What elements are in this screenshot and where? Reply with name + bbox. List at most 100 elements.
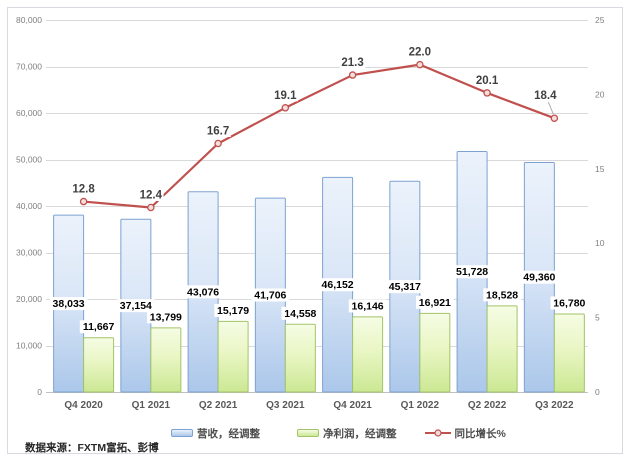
growth-point-label-bg xyxy=(474,73,500,87)
growth-legend-marker xyxy=(433,429,442,437)
growth-point-label-bg xyxy=(205,124,231,138)
revenue-bar-label-bg xyxy=(453,265,491,279)
growth-point-label: 20.1 xyxy=(476,75,499,87)
growth-point-label-bg xyxy=(532,89,559,102)
profit-bar xyxy=(486,305,518,393)
revenue-bar-label-bg xyxy=(117,299,155,313)
right-axis-tick-label: 10 xyxy=(595,238,605,248)
revenue-bar-label: 41,706 xyxy=(254,290,286,302)
left-axis-tick-label: 30,000 xyxy=(16,248,42,258)
profit-bar xyxy=(284,323,316,393)
left-axis-tick-label: 10,000 xyxy=(16,341,42,351)
profit-bar-label-bg xyxy=(147,310,185,324)
legend-item-revenue: 营收，经调整 xyxy=(171,426,260,441)
growth-marker xyxy=(214,139,222,148)
growth-legend-label: 同比增长% xyxy=(454,427,506,440)
profit-bar-label-bg xyxy=(550,296,589,310)
growth-point-label: 22.0 xyxy=(409,47,431,59)
growth-marker xyxy=(79,197,88,206)
revenue-bar-label-bg xyxy=(520,270,559,284)
revenue-bar-label-bg xyxy=(49,297,88,311)
revenue-bar-label: 49,360 xyxy=(523,272,555,284)
growth-point-label: 21.3 xyxy=(341,57,363,69)
profit-legend-swatch xyxy=(297,429,319,437)
growth-marker xyxy=(147,203,155,212)
category-label: Q3 2021 xyxy=(266,400,305,411)
profit-bar-label: 16,146 xyxy=(352,300,384,312)
left-axis-tick-label: 80,000 xyxy=(16,15,42,25)
profit-bar xyxy=(83,337,115,393)
profit-bar-label: 16,921 xyxy=(419,297,451,309)
left-axis-tick-label: 20,000 xyxy=(16,294,42,304)
profit-bar-label-bg xyxy=(416,295,454,309)
data-source-note: 数据来源：FXTM富拓、彭博 xyxy=(25,442,159,454)
growth-point-label: 18.4 xyxy=(534,90,557,102)
category-label: Q2 2022 xyxy=(468,400,507,411)
growth-point-label: 12.4 xyxy=(140,189,163,201)
left-axis-tick-label: 60,000 xyxy=(16,108,42,118)
growth-marker xyxy=(483,89,491,97)
revenue-legend-label: 营收，经调整 xyxy=(197,427,260,440)
profit-bar-label-bg xyxy=(483,288,521,302)
left-axis-tick-label: 0 xyxy=(37,387,42,397)
profit-bar xyxy=(419,312,451,393)
profit-bar-label: 14,558 xyxy=(284,308,316,320)
revenue-bar-label-bg xyxy=(318,278,357,292)
revenue-bar-label: 43,076 xyxy=(187,286,219,298)
growth-line-legend-swatch xyxy=(424,429,451,437)
revenue-bar-label: 45,317 xyxy=(389,281,421,293)
revenue-bar-label-bg xyxy=(184,285,222,299)
left-axis-tick-label: 40,000 xyxy=(16,201,42,211)
profit-bar-label-bg xyxy=(79,320,118,334)
revenue-legend-swatch xyxy=(171,429,193,437)
revenue-bar-label-bg xyxy=(251,288,290,302)
profit-bar xyxy=(217,320,249,393)
profit-bar xyxy=(150,327,182,393)
right-axis-tick-label: 15 xyxy=(595,164,605,174)
profit-bar-label: 18,528 xyxy=(486,289,518,301)
category-label: Q4 2021 xyxy=(333,400,372,411)
profit-legend-label: 净利润，经调整 xyxy=(323,427,397,440)
revenue-bar-label: 37,154 xyxy=(120,300,152,312)
growth-point-label-bg xyxy=(138,188,164,201)
profit-bar-label-bg xyxy=(214,303,252,317)
category-label: Q3 2022 xyxy=(535,400,574,411)
right-axis-tick-label: 0 xyxy=(595,387,600,397)
legend-item-profit: 净利润，经调整 xyxy=(297,426,397,441)
category-label: Q1 2021 xyxy=(132,400,171,411)
chart-frame: 0 10,000 20,000 30,000 40,000 50,000 60,000 70,… xyxy=(7,7,623,454)
label-leader-line xyxy=(547,102,554,115)
category-label: Q4 2020 xyxy=(64,400,103,411)
growth-point-label: 19.1 xyxy=(274,90,297,102)
growth-point-label-bg xyxy=(272,88,299,102)
growth-point-label-bg xyxy=(339,56,366,69)
right-axis-tick-label: 5 xyxy=(595,313,600,323)
category-label: Q2 2021 xyxy=(199,400,238,411)
growth-point-label: 12.8 xyxy=(72,184,95,196)
left-axis-tick-label: 50,000 xyxy=(16,155,42,165)
revenue-bar-label: 51,728 xyxy=(456,266,488,278)
growth-marker xyxy=(416,60,424,69)
growth-point-label: 16.7 xyxy=(207,126,229,138)
growth-point-label-bg xyxy=(70,182,97,196)
left-axis-tick-label: 70,000 xyxy=(16,62,42,72)
right-axis-tick-label: 20 xyxy=(595,89,605,99)
growth-point-label-bg xyxy=(407,45,433,59)
profit-bar-label-bg xyxy=(348,299,387,313)
legend-item-growth: 同比增长% xyxy=(424,426,506,441)
profit-bar-label: 13,799 xyxy=(150,311,182,323)
chart-legend: 营收，经调整 净利润，经调整 同比增长% xyxy=(171,425,506,441)
revenue-bar-label-bg xyxy=(386,280,424,294)
growth-marker xyxy=(550,114,559,122)
right-axis-tick-label: 25 xyxy=(595,15,605,25)
revenue-bar-label: 38,033 xyxy=(53,298,85,310)
profit-bar xyxy=(352,316,384,393)
profit-bar-label: 15,179 xyxy=(217,305,249,317)
revenue-bar-label: 46,152 xyxy=(322,279,354,291)
growth-marker xyxy=(348,71,357,79)
profit-bar-label: 11,667 xyxy=(83,321,115,333)
profit-bar-label: 16,780 xyxy=(553,297,585,309)
profit-bar xyxy=(553,313,585,393)
growth-marker xyxy=(281,104,290,112)
